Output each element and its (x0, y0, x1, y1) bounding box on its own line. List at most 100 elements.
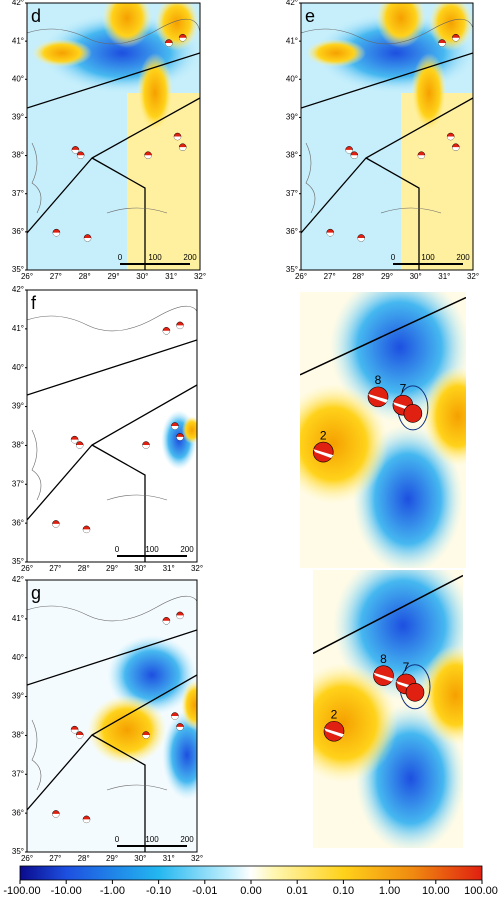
focal-mechanism-white (71, 729, 79, 734)
latitude-label: 40° (12, 363, 24, 372)
latitude-label: 36° (12, 518, 24, 527)
colorbar-label: -0.01 (192, 885, 217, 897)
positive-lobe (87, 695, 167, 765)
focal-mechanism (405, 683, 425, 702)
coastline (27, 305, 197, 501)
event-label: 7 (403, 660, 410, 674)
longitude-label: 27° (50, 272, 62, 281)
longitude-label: 31° (438, 272, 450, 281)
focal-mechanism-white (438, 43, 446, 47)
focal-mechanism-white (142, 735, 150, 739)
latitude-label: 35° (12, 557, 24, 566)
focal-mechanism-white (77, 155, 85, 159)
latitude-label: 35° (12, 847, 24, 856)
focal-mechanism-white (326, 232, 334, 237)
map-frame (300, 2, 474, 271)
map-frame (26, 2, 201, 271)
focal-mechanism-white (52, 523, 60, 528)
longitude-label: 29° (381, 272, 393, 281)
positive-lobe (181, 680, 197, 730)
colorbar-label: -1.00 (100, 885, 125, 897)
longitude-label: 26° (21, 854, 33, 863)
positive-lobe (422, 366, 466, 467)
event-label: 7 (400, 381, 407, 395)
focal-mechanism-white (345, 149, 353, 154)
coastline (27, 18, 200, 214)
focal-mechanism-white (171, 426, 179, 430)
scale-label: 100 (145, 835, 159, 844)
longitude-label: 30° (410, 272, 422, 281)
latitude-label: 36° (286, 227, 298, 236)
latitude-label: 42° (286, 0, 298, 7)
scale-label: 0 (118, 253, 123, 262)
fault-line (27, 52, 200, 109)
positive-lobe (155, 3, 199, 51)
latitude-label: 40° (12, 653, 24, 662)
focal-mechanism-white (176, 325, 184, 329)
longitude-label: 32° (191, 564, 203, 573)
longitude-label: 27° (324, 272, 336, 281)
longitude-label: 30° (136, 272, 148, 281)
latitude-label: 37° (12, 479, 24, 488)
positive-lobe (411, 53, 447, 133)
latitude-label: 42° (12, 285, 24, 294)
longitude-label: 30° (134, 854, 146, 863)
event-label: 8 (380, 652, 387, 666)
colorbar-label: 100.00 (464, 885, 498, 897)
colorbar-label: -10.00 (51, 885, 82, 897)
fault-line (91, 734, 146, 852)
focal-mechanism-white (452, 37, 460, 42)
focal-mechanism-white (174, 136, 182, 140)
focal-mechanism-white (162, 620, 170, 625)
map-panel (301, 3, 473, 270)
focal-mechanism-white (165, 43, 173, 47)
latitude-label: 39° (12, 402, 24, 411)
colorbar-label: -100.00 (3, 885, 40, 897)
panel-label: e (305, 6, 315, 26)
negative-lobe (107, 635, 197, 715)
longitude-label: 28° (78, 854, 90, 863)
fault-line (91, 157, 146, 270)
longitude-label: 32° (194, 272, 206, 281)
scale-label: 100 (145, 545, 159, 554)
focal-mechanism-white (162, 330, 170, 335)
fault-line (27, 629, 197, 686)
focal-mechanism-white (357, 237, 365, 242)
latitude-label: 37° (12, 769, 24, 778)
map-frame (26, 289, 198, 563)
longitude-label: 32° (191, 854, 203, 863)
focal-mechanism-white (324, 728, 344, 738)
focal-mechanism-white (176, 726, 184, 731)
scale-label: 0 (115, 545, 120, 554)
longitude-label: 28° (79, 272, 91, 281)
focal-mechanism-white (71, 149, 79, 154)
map-panel (27, 290, 197, 562)
positive-lobe (182, 416, 197, 444)
focal-mechanism-white (144, 155, 152, 159)
positive-lobe (137, 53, 173, 133)
focal-mechanism-white (447, 136, 455, 140)
latitude-label: 36° (12, 808, 24, 817)
longitude-label: 30° (134, 564, 146, 573)
focal-mechanism-white (52, 813, 60, 818)
longitude-label: 27° (49, 564, 61, 573)
longitude-label: 31° (163, 854, 175, 863)
latitude-label: 42° (12, 575, 24, 584)
focal-mechanism-white (176, 615, 184, 619)
colorbar-label: 0.10 (333, 885, 354, 897)
colorbar (19, 865, 483, 881)
longitude-label: 29° (106, 854, 118, 863)
fault-line (313, 574, 463, 655)
focal-mechanism-white (313, 449, 334, 459)
latitude-label: 35° (286, 265, 298, 274)
longitude-label: 26° (21, 272, 33, 281)
scale-label: 200 (180, 545, 194, 554)
latitude-label: 35° (12, 265, 24, 274)
focal-mechanism-white (368, 393, 389, 403)
positive-lobe (420, 645, 463, 746)
positive-lobe (102, 3, 152, 48)
focal-mechanism-white (417, 155, 425, 159)
latitude-label: 37° (12, 189, 24, 198)
panel-label: d (31, 6, 41, 26)
